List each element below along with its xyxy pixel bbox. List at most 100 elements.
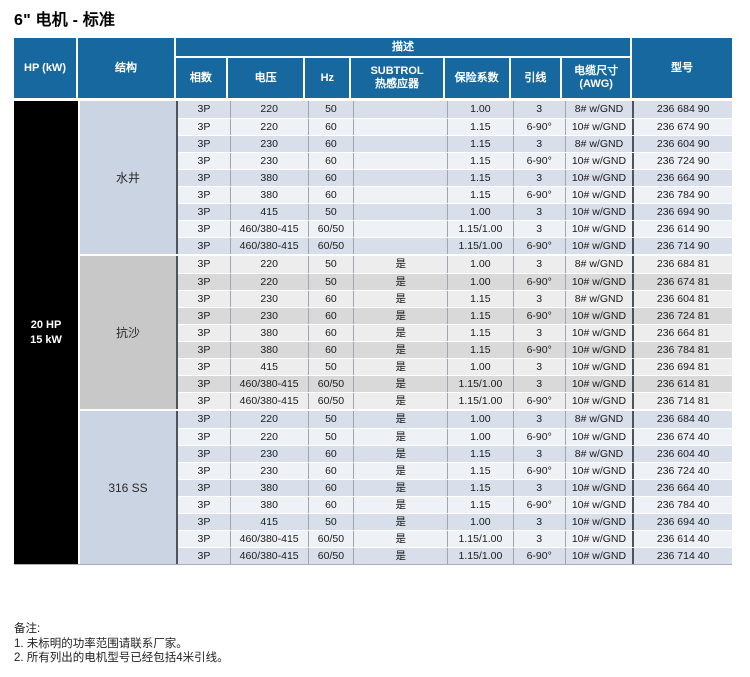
cell-lead: 3 bbox=[512, 531, 565, 547]
cell-safety-factor: 1.15 bbox=[447, 325, 513, 341]
table-row: 3P 230 60 1.15 3 8# w/GND 236 604 90 bbox=[178, 135, 732, 152]
cell-phase: 3P bbox=[197, 309, 211, 322]
hp-rating-cell: 20 HP 15 kW bbox=[14, 101, 78, 564]
cell-hz: 60 bbox=[307, 480, 354, 496]
cell-phase: 3P bbox=[197, 515, 211, 528]
header-description: 描述 bbox=[176, 38, 630, 58]
cell-phase: 3P bbox=[197, 154, 211, 167]
cell-hz: 60 bbox=[307, 153, 354, 169]
header-model: 型号 bbox=[632, 38, 732, 98]
table-row: 3P 380 60 是 1.15 3 10# w/GND 236 664 40 bbox=[178, 479, 732, 496]
cell-cable-size: 10# w/GND bbox=[564, 308, 633, 324]
cell-lead: 6-90° bbox=[512, 342, 565, 358]
cell-voltage: 460/380-415 bbox=[229, 393, 308, 409]
cell-voltage: 380 bbox=[229, 342, 308, 358]
cell-model: 236 714 90 bbox=[632, 238, 732, 254]
cell-hz: 50 bbox=[307, 274, 354, 290]
cell-voltage: 220 bbox=[229, 256, 308, 273]
cell-lead: 6-90° bbox=[512, 274, 565, 290]
cell-model: 236 684 90 bbox=[632, 101, 732, 118]
cell-safety-factor: 1.15 bbox=[447, 463, 513, 479]
cell-model: 236 694 81 bbox=[632, 359, 732, 375]
cell-voltage: 230 bbox=[229, 446, 308, 462]
cell-hz: 60/50 bbox=[307, 548, 354, 564]
cell-voltage: 220 bbox=[229, 429, 308, 445]
cell-model: 236 724 90 bbox=[632, 153, 732, 169]
cell-hz: 60 bbox=[307, 342, 354, 358]
cell-safety-factor: 1.15/1.00 bbox=[447, 376, 513, 392]
cell-cable-size: 10# w/GND bbox=[564, 514, 633, 530]
cell-voltage: 230 bbox=[229, 136, 308, 152]
structure-cell: 抗沙 bbox=[78, 256, 176, 409]
note-line-1: 1. 未标明的功率范围请联系厂家。 bbox=[14, 637, 188, 650]
cell-subtrol: 是 bbox=[353, 376, 447, 392]
cell-safety-factor: 1.00 bbox=[447, 514, 513, 530]
cell-subtrol: 是 bbox=[353, 531, 447, 547]
cell-hz: 60 bbox=[307, 497, 354, 513]
cell-phase: 3P bbox=[197, 326, 211, 339]
cell-safety-factor: 1.00 bbox=[447, 256, 513, 273]
cell-safety-factor: 1.00 bbox=[447, 101, 513, 118]
header-subtrol-sensor: SUBTROL 热感应器 bbox=[351, 58, 445, 98]
cell-subtrol bbox=[353, 136, 447, 152]
cell-model: 236 784 81 bbox=[632, 342, 732, 358]
cell-safety-factor: 1.00 bbox=[447, 411, 513, 428]
cell-phase: 3P bbox=[197, 275, 211, 288]
cell-lead: 3 bbox=[512, 101, 565, 118]
table-row: 3P 380 60 是 1.15 3 10# w/GND 236 664 81 bbox=[178, 324, 732, 341]
group-rows: 3P 220 50 是 1.00 3 8# w/GND 236 684 40 3P 220 50 是 1… bbox=[176, 411, 732, 564]
page-title: 6" 电机 - 标准 bbox=[14, 12, 116, 29]
cell-model: 236 604 81 bbox=[632, 291, 732, 307]
cell-voltage: 220 bbox=[229, 274, 308, 290]
cell-lead: 6-90° bbox=[512, 463, 565, 479]
cell-safety-factor: 1.15/1.00 bbox=[447, 393, 513, 409]
cell-hz: 60 bbox=[307, 325, 354, 341]
cell-voltage: 460/380-415 bbox=[229, 238, 308, 254]
cell-model: 236 694 40 bbox=[632, 514, 732, 530]
header-voltage: 电压 bbox=[227, 58, 306, 98]
cell-hz: 60/50 bbox=[307, 393, 354, 409]
table-row: 3P 220 50 是 1.00 6-90° 10# w/GND 236 674 81 bbox=[178, 273, 732, 290]
cell-cable-size: 10# w/GND bbox=[564, 119, 633, 135]
cell-lead: 6-90° bbox=[512, 187, 565, 203]
header-hz: Hz bbox=[305, 58, 352, 98]
cell-safety-factor: 1.00 bbox=[447, 204, 513, 220]
cell-lead: 6-90° bbox=[512, 308, 565, 324]
header-cable-size: 电缆尺寸 (AWG) bbox=[562, 58, 630, 98]
cell-subtrol: 是 bbox=[353, 342, 447, 358]
cell-subtrol: 是 bbox=[353, 497, 447, 513]
cell-lead: 3 bbox=[512, 256, 565, 273]
cell-voltage: 415 bbox=[229, 514, 308, 530]
cell-model: 236 614 81 bbox=[632, 376, 732, 392]
table-row: 3P 220 50 是 1.00 3 8# w/GND 236 684 40 bbox=[178, 411, 732, 428]
table-row: 3P 460/380-415 60/50 是 1.15/1.00 3 10# w/GND 23… bbox=[178, 375, 732, 392]
cell-model: 236 664 90 bbox=[632, 170, 732, 186]
groups-container: 水井 3P 220 50 1.00 3 8# w/GND 236 684 90 3P 220 60 1… bbox=[78, 101, 732, 564]
cell-subtrol: 是 bbox=[353, 480, 447, 496]
cell-lead: 3 bbox=[512, 514, 565, 530]
cell-subtrol: 是 bbox=[353, 393, 447, 409]
cell-model: 236 604 40 bbox=[632, 446, 732, 462]
cell-voltage: 380 bbox=[229, 325, 308, 341]
cell-cable-size: 8# w/GND bbox=[564, 446, 633, 462]
cell-safety-factor: 1.15 bbox=[447, 187, 513, 203]
cell-voltage: 220 bbox=[229, 119, 308, 135]
group-rows: 3P 220 50 1.00 3 8# w/GND 236 684 90 3P 220 60 1.1… bbox=[176, 101, 732, 254]
cell-lead: 3 bbox=[512, 480, 565, 496]
cell-phase: 3P bbox=[197, 481, 211, 494]
cell-safety-factor: 1.15 bbox=[447, 308, 513, 324]
cell-model: 236 714 40 bbox=[632, 548, 732, 564]
cell-subtrol bbox=[353, 119, 447, 135]
cell-voltage: 460/380-415 bbox=[229, 531, 308, 547]
table-header: HP (kW) 结构 描述 相数 电压 Hz SUBTROL 热感应器 保险系数… bbox=[14, 38, 732, 98]
cell-subtrol: 是 bbox=[353, 548, 447, 564]
cell-lead: 3 bbox=[512, 136, 565, 152]
cell-cable-size: 8# w/GND bbox=[564, 291, 633, 307]
cell-subtrol: 是 bbox=[353, 325, 447, 341]
cell-hz: 60 bbox=[307, 308, 354, 324]
cell-phase: 3P bbox=[197, 498, 211, 511]
cell-voltage: 380 bbox=[229, 497, 308, 513]
table-row: 3P 460/380-415 60/50 是 1.15/1.00 6-90° 10# w/G… bbox=[178, 392, 732, 409]
cell-safety-factor: 1.15/1.00 bbox=[447, 548, 513, 564]
